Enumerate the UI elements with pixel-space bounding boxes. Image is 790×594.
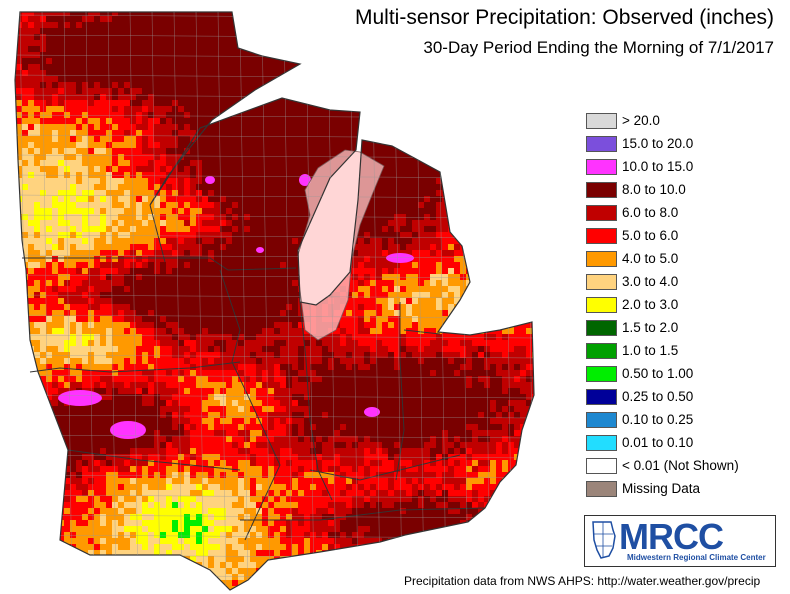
legend-item: 8.0 to 10.0 [586, 178, 786, 201]
legend-item: Missing Data [586, 477, 786, 500]
legend-label: 5.0 to 6.0 [622, 228, 679, 243]
legend-swatch [586, 480, 617, 497]
legend-label: 0.01 to 0.10 [622, 435, 694, 450]
legend-swatch [586, 158, 617, 175]
legend-swatch [586, 319, 617, 336]
legend-item: 2.0 to 3.0 [586, 293, 786, 316]
mrcc-logo: MRCC Midwestern Regional Climate Center [584, 515, 776, 567]
legend-label: 6.0 to 8.0 [622, 205, 679, 220]
legend-swatch [586, 250, 617, 267]
legend-swatch [586, 411, 617, 428]
legend-item: 0.25 to 0.50 [586, 385, 786, 408]
legend-swatch [586, 434, 617, 451]
legend-swatch [586, 227, 617, 244]
legend-label: 15.0 to 20.0 [622, 136, 694, 151]
legend-swatch [586, 365, 617, 382]
legend-label: 0.10 to 0.25 [622, 412, 694, 427]
legend-label: 3.0 to 4.0 [622, 274, 679, 289]
legend-label: 1.0 to 1.5 [622, 343, 679, 358]
legend-swatch [586, 296, 617, 313]
legend-item: 0.10 to 0.25 [586, 408, 786, 431]
region-outline [14, 11, 535, 591]
legend-label: > 20.0 [622, 113, 660, 128]
legend: > 20.0 15.0 to 20.0 10.0 to 15.0 8.0 to 10.… [586, 109, 786, 500]
legend-label: 2.0 to 3.0 [622, 297, 679, 312]
legend-item: 0.01 to 0.10 [586, 431, 786, 454]
legend-swatch [586, 342, 617, 359]
legend-item: 4.0 to 5.0 [586, 247, 786, 270]
legend-swatch [586, 388, 617, 405]
legend-label: 4.0 to 5.0 [622, 251, 679, 266]
lake-michigan-outline [297, 149, 385, 341]
map-title: Multi-sensor Precipitation: Observed (in… [355, 6, 774, 29]
legend-swatch [586, 135, 617, 152]
legend-item: 0.50 to 1.00 [586, 362, 786, 385]
logo-text: MRCC [619, 516, 724, 557]
legend-item: 6.0 to 8.0 [586, 201, 786, 224]
legend-swatch [586, 273, 617, 290]
legend-swatch [586, 457, 617, 474]
map-subtitle: 30-Day Period Ending the Morning of 7/1/… [423, 38, 774, 57]
legend-label: 0.50 to 1.00 [622, 366, 694, 381]
legend-item: 10.0 to 15.0 [586, 155, 786, 178]
legend-item: 1.0 to 1.5 [586, 339, 786, 362]
legend-label: 1.5 to 2.0 [622, 320, 679, 335]
legend-item: 5.0 to 6.0 [586, 224, 786, 247]
legend-label: < 0.01 (Not Shown) [622, 458, 739, 473]
legend-label: Missing Data [622, 481, 701, 496]
source-note: Precipitation data from NWS AHPS: http:/… [404, 574, 761, 588]
legend-swatch [586, 204, 617, 221]
legend-item: 15.0 to 20.0 [586, 132, 786, 155]
legend-item: < 0.01 (Not Shown) [586, 454, 786, 477]
legend-item: > 20.0 [586, 109, 786, 132]
legend-swatch [586, 181, 617, 198]
legend-label: 8.0 to 10.0 [622, 182, 686, 197]
legend-item: 1.5 to 2.0 [586, 316, 786, 339]
logo-subtitle: Midwestern Regional Climate Center [627, 553, 766, 562]
legend-label: 0.25 to 0.50 [622, 389, 694, 404]
legend-label: 10.0 to 15.0 [622, 159, 694, 174]
legend-item: 3.0 to 4.0 [586, 270, 786, 293]
midwest-map-icon [592, 521, 616, 559]
legend-swatch [586, 112, 617, 129]
